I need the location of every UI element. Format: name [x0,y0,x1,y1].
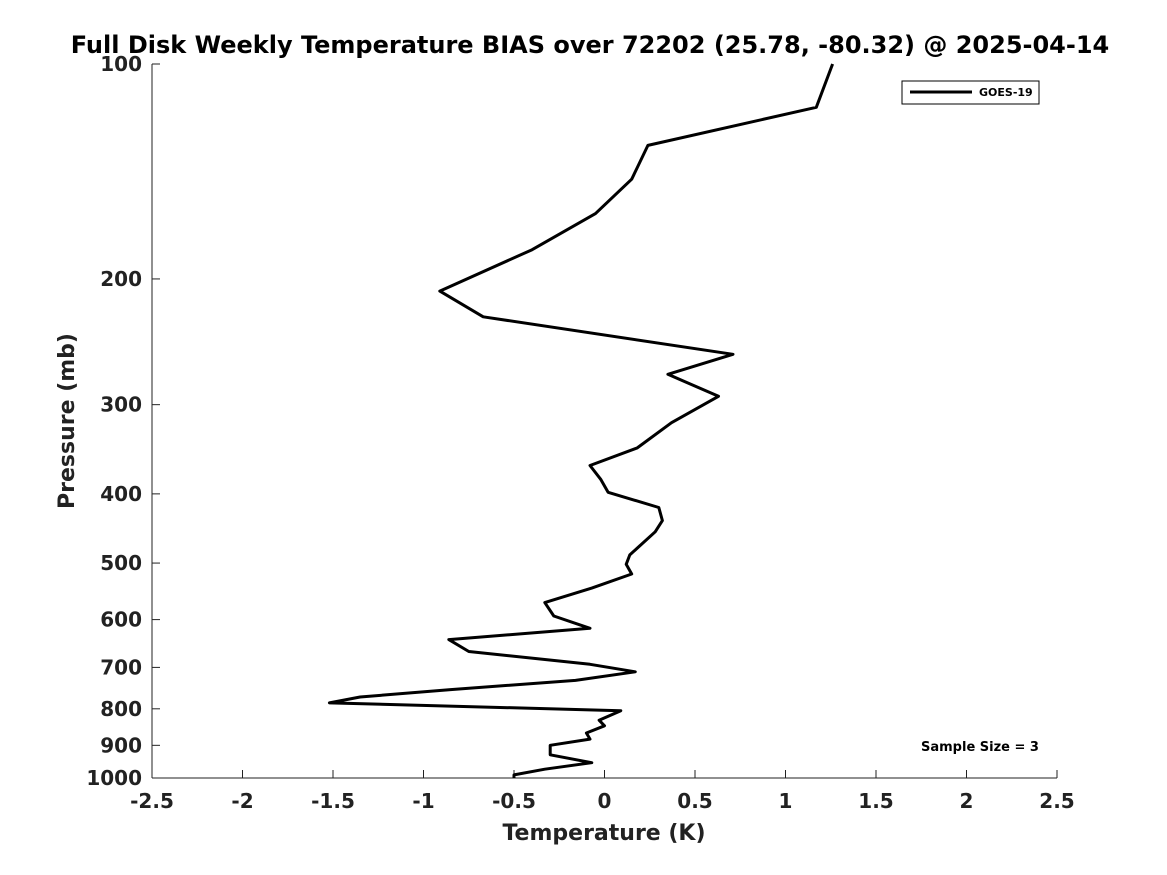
y-tick-label: 1000 [86,766,142,790]
y-tick-label: 700 [100,655,142,679]
y-tick-label: 600 [100,608,142,632]
legend: GOES-19 [901,80,1040,105]
x-tick-label: 1.5 [858,789,893,813]
x-tick-label: 2.5 [1039,789,1074,813]
y-tick-label: 400 [100,482,142,506]
y-axis-ticks: 100 200 300 400 500 600 700 800 900 1000 [86,52,160,790]
x-tick-label: -2 [231,789,253,813]
y-tick-label: 800 [100,697,142,721]
y-tick-label: 900 [100,733,142,757]
y-tick-label: 500 [100,551,142,575]
legend-entry-goes-19: GOES-19 [979,86,1033,99]
y-tick-label: 200 [100,267,142,291]
sample-size-annotation: Sample Size = 3 [921,740,1039,755]
x-tick-label: 0.5 [677,789,712,813]
x-tick-label: 2 [960,789,974,813]
x-tick-label: -1 [412,789,434,813]
x-axis-ticks: -2.5 -2 -1.5 -1 -0.5 0 0.5 1 1.5 2 2.5 [130,770,1075,813]
x-tick-label: 0 [598,789,612,813]
y-axis-label: Pressure (mb) [55,333,80,509]
plot-area [151,64,1057,779]
chart-title: Full Disk Weekly Temperature BIAS over 7… [71,31,1110,59]
x-tick-label: 1 [779,789,793,813]
y-tick-label: 100 [100,52,142,76]
series-group [327,63,835,778]
x-tick-label: -2.5 [130,789,174,813]
series-line-goes-19 [327,63,835,778]
x-axis-label: Temperature (K) [502,821,705,846]
x-tick-label: -0.5 [492,789,536,813]
y-tick-label: 300 [100,393,142,417]
x-tick-label: -1.5 [311,789,355,813]
